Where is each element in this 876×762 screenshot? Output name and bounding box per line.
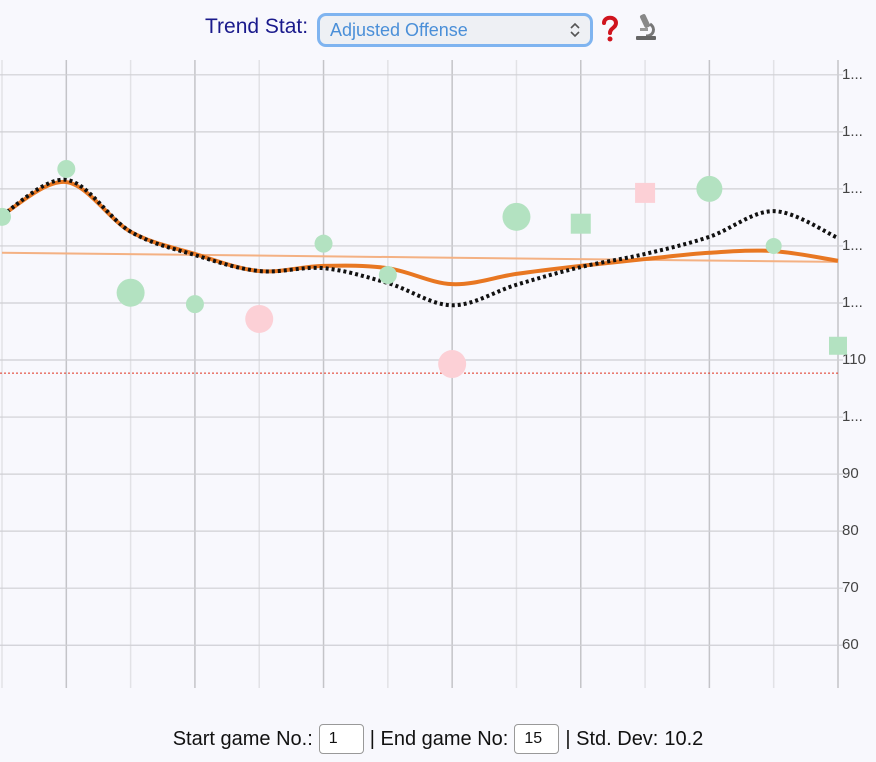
y-tick-label: 1... <box>842 408 863 425</box>
microscope-icon[interactable] <box>632 12 658 42</box>
point <box>0 207 11 226</box>
y-tick-label: 1... <box>842 237 863 254</box>
point <box>696 175 723 202</box>
trend-line <box>1 251 839 263</box>
point <box>245 304 274 333</box>
select-arrows <box>570 22 580 38</box>
point <box>765 237 782 254</box>
y-tick-label: 1... <box>842 66 863 83</box>
point <box>378 266 397 285</box>
std-dev-value: 10.2 <box>664 727 704 750</box>
trend-stat-label: Trend Stat: <box>205 15 309 38</box>
chart: 60 70 80 90 1... 110 1... 1... 1... 1... 1... <box>0 60 866 688</box>
point <box>829 336 847 355</box>
point <box>57 159 76 178</box>
start-label: Start game No.: <box>172 727 313 750</box>
y-tick-label: 90 <box>842 465 859 482</box>
trend-line <box>0 177 839 308</box>
y-tick-label: 60 <box>842 636 859 653</box>
start-input[interactable]: 1 <box>318 724 364 754</box>
y-tick-label: 1... <box>842 294 863 311</box>
std-dev-label: | Std. Dev: <box>565 727 659 750</box>
point <box>502 202 531 231</box>
y-tick-label: 1... <box>842 123 863 140</box>
end-label: | End game No: <box>369 727 509 750</box>
y-tick-label: 1... <box>842 180 863 197</box>
help-icon[interactable] <box>600 14 620 42</box>
y-tick-label: 70 <box>842 579 859 596</box>
point <box>438 350 467 379</box>
stat-select-value: Adjusted Offense <box>330 20 468 40</box>
point <box>635 182 656 203</box>
point <box>570 213 591 234</box>
stat-select[interactable]: Adjusted Offense <box>317 13 593 47</box>
footer: Start game No.: 1 | End game No: 15 | St… <box>0 724 876 754</box>
point <box>314 234 333 253</box>
y-tick-label: 110 <box>842 351 866 368</box>
point <box>185 295 204 314</box>
point <box>116 278 145 307</box>
y-tick-label: 80 <box>842 522 859 539</box>
end-input[interactable]: 15 <box>514 724 560 754</box>
toolbar: Trend Stat: Adjusted Offense <box>0 12 876 47</box>
